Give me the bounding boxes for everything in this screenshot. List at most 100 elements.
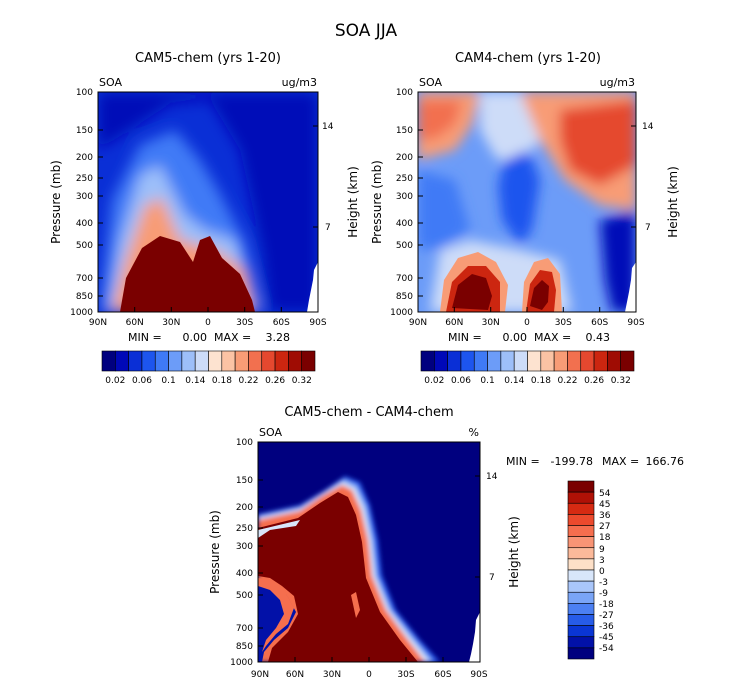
- colorbar-swatch: [567, 536, 595, 549]
- y-tick-labels: 100 150 200 250 300 400 500 700 850 1000: [70, 88, 93, 318]
- colorbar-swatch: [567, 502, 595, 515]
- colorbar-label: 54: [599, 489, 611, 499]
- y-tick: 200: [236, 503, 253, 513]
- colorbar-label: 0.02: [105, 376, 125, 386]
- colorbar-swatch: [567, 558, 595, 571]
- max-value: 0.43: [586, 331, 611, 344]
- y-tick-labels: 100 150 200 250 300 400 500 700 850 1000: [390, 88, 413, 318]
- colorbar-label: 9: [599, 545, 605, 555]
- y-tick: 700: [396, 274, 413, 284]
- colorbar-swatch: [620, 350, 635, 372]
- units-label: ug/m3: [600, 76, 635, 89]
- y-tick: 150: [236, 476, 253, 486]
- panel-cam4: CAM4-chem (yrs 1-20) SOA ug/m3: [370, 51, 680, 386]
- y2-axis-label: Height (km): [666, 166, 680, 237]
- colorbar-label: 27: [599, 522, 610, 532]
- upper-light: [480, 92, 540, 165]
- colorbar-swatch: [194, 350, 209, 372]
- y2-tick-labels: 14 7: [322, 122, 334, 233]
- y-tick: 1000: [390, 308, 413, 318]
- y2-tick: 7: [325, 223, 331, 233]
- y-tick: 500: [76, 241, 93, 251]
- y-tick: 300: [76, 192, 93, 202]
- colorbar-swatch: [221, 350, 236, 372]
- y-tick: 400: [236, 569, 253, 579]
- colorbar-label: -18: [599, 600, 614, 610]
- variable-label: SOA: [99, 76, 122, 89]
- low-region: [98, 92, 318, 312]
- upper-right-strong: [560, 100, 636, 185]
- contour-field: [418, 92, 636, 312]
- colorbar-swatch: [567, 350, 582, 372]
- y2-axis-label: Height (km): [346, 166, 360, 237]
- y-tick: 850: [396, 292, 413, 302]
- colorbar-swatch: [513, 350, 528, 372]
- x-tick: 30S: [236, 318, 253, 328]
- min-label: MIN =: [448, 331, 482, 344]
- y-tick: 250: [76, 174, 93, 184]
- upper-blue-tongue: [258, 520, 300, 538]
- colorbar-swatch: [567, 547, 595, 560]
- pocket-fringe: [258, 578, 294, 652]
- colorbar-label: 36: [599, 511, 611, 521]
- colorbar-label: 0.22: [557, 376, 577, 386]
- x-tick: 60N: [126, 318, 144, 328]
- x-tick: 30N: [482, 318, 500, 328]
- right-blue: [600, 210, 636, 312]
- min-label: MIN =: [128, 331, 162, 344]
- max-value: 3.28: [266, 331, 291, 344]
- y-tick: 150: [396, 126, 413, 136]
- stats-line: MIN = 0.00 MAX = 0.43: [448, 331, 610, 344]
- panel-cam5: CAM5-chem (yrs 1-20) SOA ug/m3 100 150 2…: [49, 51, 360, 386]
- x-tick: 90S: [627, 318, 644, 328]
- colorbar-label: 18: [599, 533, 611, 543]
- colorbar-swatch: [487, 350, 502, 372]
- colorbar-labels: 0.02 0.06 0.1 0.14 0.18 0.22 0.26 0.32: [105, 376, 312, 386]
- y-tick: 300: [396, 192, 413, 202]
- colorbar-swatch: [567, 580, 595, 593]
- colorbar-swatch: [567, 491, 595, 504]
- colorbar-label: 0.26: [265, 376, 285, 386]
- x-tick: 90S: [470, 670, 487, 680]
- colorbar-swatch: [434, 350, 448, 372]
- colorbar-swatch: [181, 350, 196, 372]
- colorbar-swatch: [101, 350, 116, 372]
- x-tick: 0: [205, 318, 211, 328]
- colorbar-label: 0.22: [238, 376, 258, 386]
- main-positive-region: [258, 492, 418, 662]
- missing-data: [307, 262, 318, 312]
- max-label: MAX =: [214, 331, 251, 344]
- colorbar-swatch: [473, 350, 488, 372]
- x-tick: 60N: [445, 318, 463, 328]
- variable-label: SOA: [419, 76, 442, 89]
- y2-tick: 14: [322, 122, 334, 132]
- y-tick: 200: [76, 153, 93, 163]
- colorbar-swatch: [567, 514, 595, 526]
- x-tick: 90S: [309, 318, 326, 328]
- y-tick: 400: [76, 219, 93, 229]
- figure-title: SOA JJA: [335, 21, 398, 41]
- colorbar: [567, 480, 595, 660]
- x-tick: 30N: [323, 670, 341, 680]
- colorbar-swatch: [141, 350, 156, 372]
- colorbar: [101, 350, 316, 372]
- colorbar-swatch: [567, 625, 595, 638]
- y-tick: 1000: [230, 658, 253, 668]
- colorbar-swatch: [115, 350, 129, 372]
- panel-title: CAM4-chem (yrs 1-20): [455, 51, 601, 66]
- y-tick: 850: [236, 642, 253, 652]
- colorbar-labels: 0.02 0.06 0.1 0.14 0.18 0.22 0.26 0.32: [424, 376, 631, 386]
- colorbar-label: 0.14: [504, 376, 524, 386]
- y-axis-label: Pressure (mb): [49, 160, 63, 244]
- colorbar-swatch: [567, 603, 595, 615]
- x-tick: 60S: [273, 318, 290, 328]
- x-tick: 60S: [434, 670, 451, 680]
- colorbar-label: 0.1: [161, 376, 175, 386]
- center-fringe-streak: [351, 592, 360, 618]
- upper-left-strong: [418, 100, 462, 140]
- y2-tick: 7: [645, 223, 651, 233]
- max-label: MAX =: [534, 331, 571, 344]
- contour-field: [258, 442, 480, 662]
- y-tick: 100: [76, 88, 93, 98]
- max-region: [120, 236, 255, 312]
